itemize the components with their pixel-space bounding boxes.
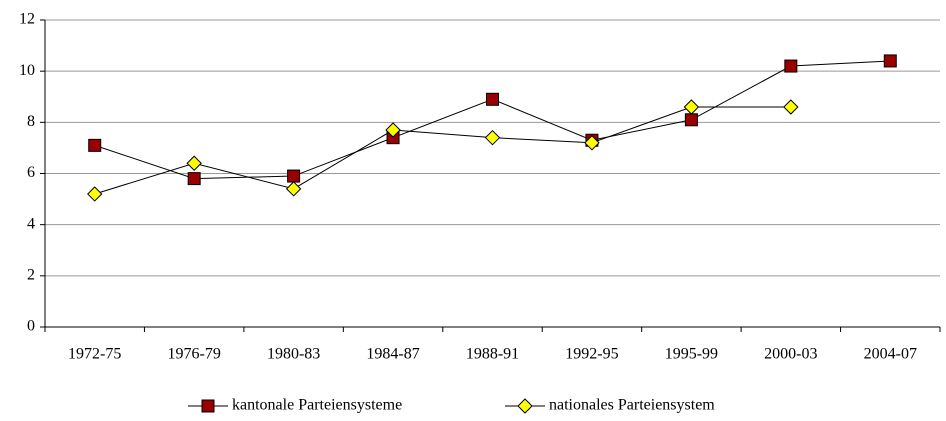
y-tick-label: 2 [27, 267, 35, 284]
x-tick-label: 1992-95 [565, 346, 618, 363]
x-tick-label: 1972-75 [68, 346, 121, 363]
marker [385, 122, 401, 138]
y-tick-label: 6 [27, 164, 35, 181]
x-tick-label: 1980-83 [267, 346, 320, 363]
marker [187, 172, 201, 186]
x-tick-label: 1995-99 [665, 346, 718, 363]
y-tick-label: 10 [19, 62, 35, 79]
series-line [94, 60, 891, 180]
series-line [94, 106, 791, 195]
x-tick-label: 1976-79 [168, 346, 221, 363]
y-tick-label: 8 [27, 113, 35, 130]
marker [186, 155, 202, 171]
y-tick-label: 12 [19, 11, 35, 28]
marker [88, 138, 102, 152]
legend-label: kantonale Parteiensysteme [232, 397, 402, 414]
marker [584, 135, 600, 151]
y-tick-label: 0 [27, 318, 35, 335]
marker [883, 54, 897, 68]
marker [683, 99, 700, 115]
marker [684, 113, 698, 127]
x-tick-label: 2000-03 [764, 346, 817, 363]
marker [486, 92, 499, 106]
marker [783, 99, 799, 115]
marker [784, 59, 798, 73]
legend-marker [517, 398, 533, 414]
marker [285, 181, 302, 197]
legend-label: nationales Parteiensystem [549, 397, 715, 414]
x-tick-label: 1984-87 [366, 346, 419, 363]
legend-marker [201, 399, 215, 413]
marker [87, 186, 103, 202]
marker [287, 169, 301, 183]
marker [484, 129, 501, 146]
x-tick-label: 1988-91 [466, 346, 519, 363]
y-tick-label: 4 [27, 215, 35, 232]
x-tick-label: 2004-07 [864, 346, 917, 363]
